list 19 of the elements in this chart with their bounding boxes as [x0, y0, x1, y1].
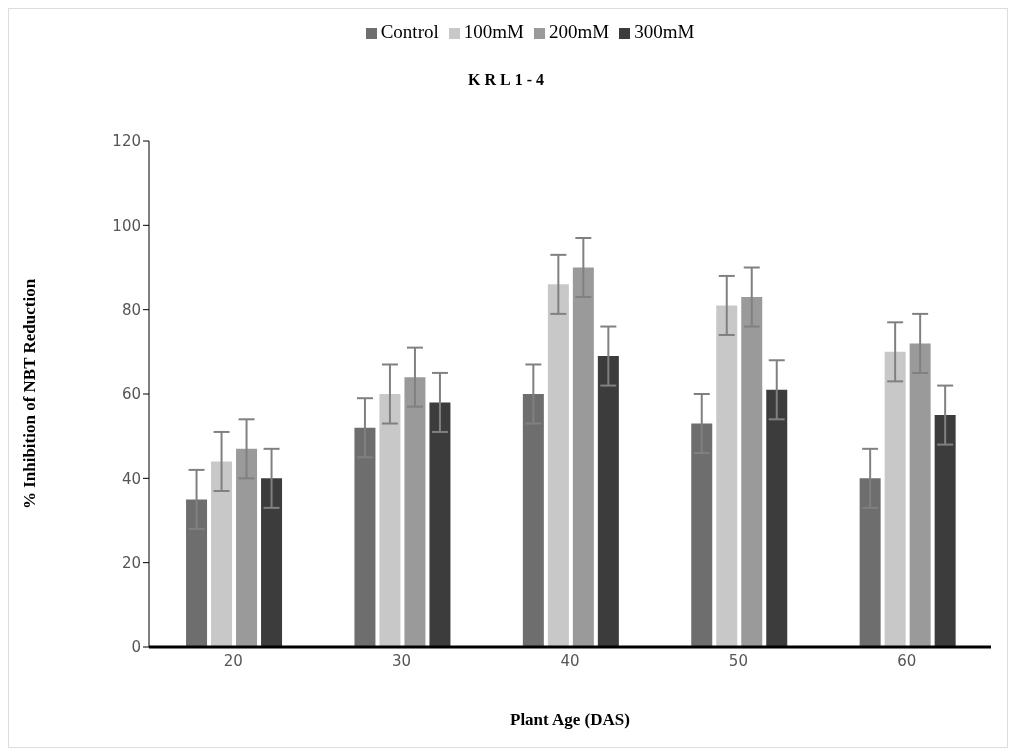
y-tick-label: 80	[121, 300, 141, 319]
y-tick-label: 120	[112, 132, 141, 151]
legend-label: 200mM	[548, 21, 610, 42]
x-tick-label: 40	[560, 651, 580, 670]
y-tick-label: 60	[121, 385, 141, 404]
x-tick-label: 20	[223, 651, 243, 670]
chart-title: KRL1-4	[467, 71, 549, 89]
y-tick-label: 0	[131, 638, 141, 657]
y-tick-label: 20	[121, 553, 141, 572]
legend-label: 100mM	[463, 21, 524, 42]
x-tick-label: 30	[392, 651, 412, 670]
legend-label: Control	[380, 21, 439, 42]
legend-label: 300mM	[634, 21, 695, 42]
x-tick-label: 60	[897, 651, 917, 670]
x-axis-title: Plant Age (DAS)	[510, 710, 630, 729]
x-tick-label: 50	[728, 651, 748, 670]
y-axis-title: % Inhibition of NBT Reduction	[20, 278, 40, 510]
y-tick-label: 40	[121, 469, 141, 488]
y-tick-label: 100	[112, 216, 141, 235]
